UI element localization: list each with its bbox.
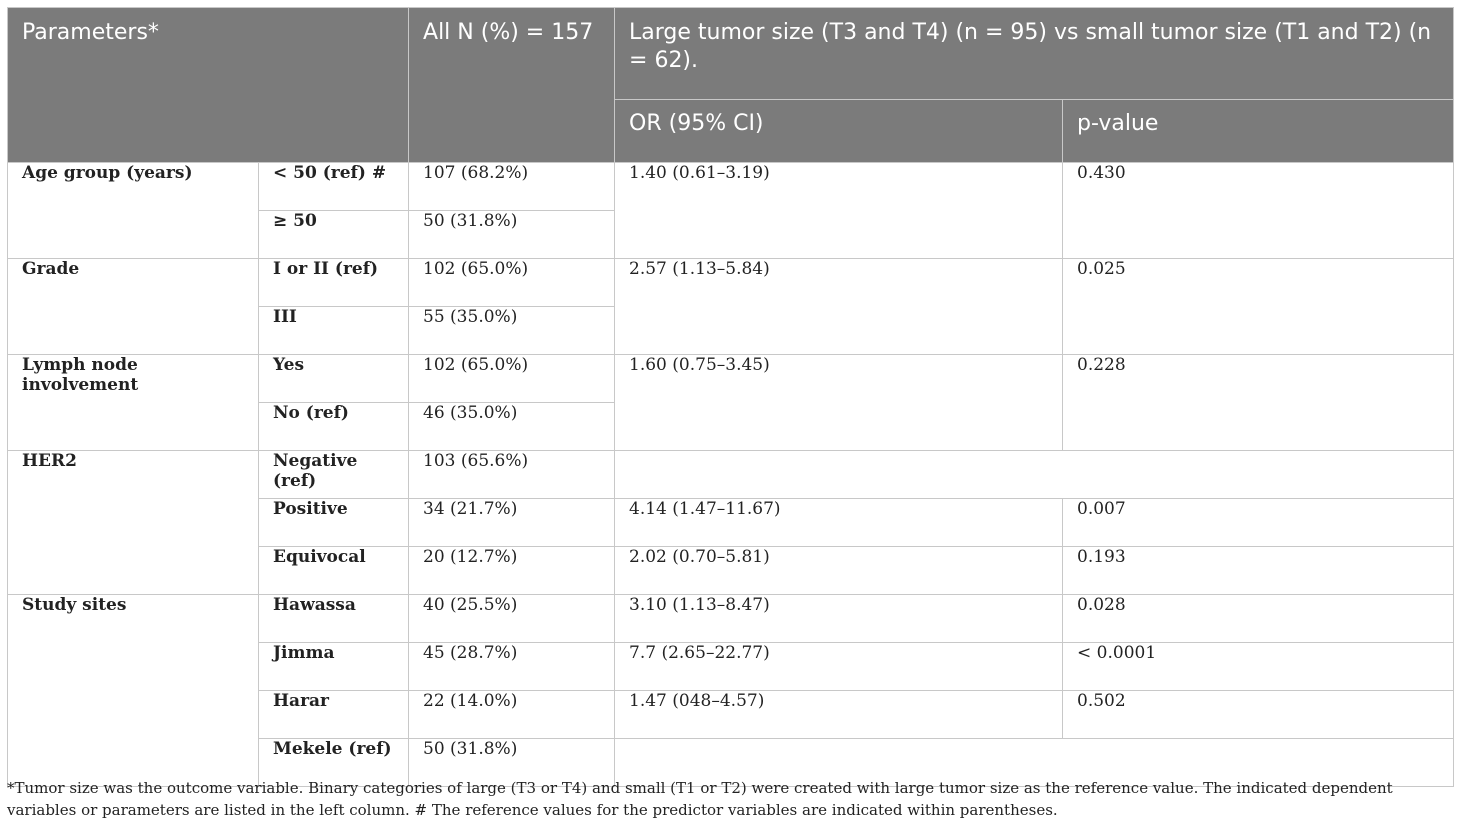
or-cell: 3.10 (1.13–8.47) xyxy=(614,594,1064,643)
or-cell: 1.40 (0.61–3.19) xyxy=(614,162,1064,259)
category-cell: Equivocal xyxy=(257,546,410,595)
category-cell: Negative (ref) xyxy=(257,450,410,499)
category-cell: Jimma xyxy=(257,642,410,691)
table-row: Grade I or II (ref) 102 (65.0%) 2.57 (1.… xyxy=(7,258,1455,355)
p-cell: 0.007 xyxy=(1062,498,1455,547)
header-comparison: Large tumor size (T3 and T4) (n = 95) vs… xyxy=(614,7,1455,100)
n-cell: 102 (65.0%) xyxy=(408,258,616,307)
table-footnote: *Tumor size was the outcome variable. Bi… xyxy=(7,779,1393,819)
or-cell: 2.57 (1.13–5.84) xyxy=(614,258,1064,355)
header-parameters: Parameters* xyxy=(6,7,410,163)
p-cell: 0.028 xyxy=(1062,594,1455,643)
or-cell: 2.02 (0.70–5.81) xyxy=(614,546,1064,595)
p-cell: 0.025 xyxy=(1062,258,1455,355)
n-cell: 102 (65.0%) xyxy=(408,354,616,403)
table-row: Positive 34 (21.7%) 4.14 (1.47–11.67) 0.… xyxy=(8,498,1455,547)
table-row: Age group (years) < 50 (ref) # 107 (68.2… xyxy=(7,162,1455,259)
table-row: Lymph node involvement Yes 102 (65.0%) 1… xyxy=(7,354,1455,451)
category-cell: Yes xyxy=(257,354,410,403)
p-cell: < 0.0001 xyxy=(1062,642,1455,691)
table-row: Harar 22 (14.0%) 1.47 (048–4.57) 0.502 xyxy=(8,690,1455,739)
or-cell: 7.7 (2.65–22.77) xyxy=(614,642,1064,691)
category-cell: Mekele (ref) xyxy=(257,738,410,787)
group-label: Grade xyxy=(7,258,259,355)
table-row: HER2 Negative (ref) 103 (65.6%) xyxy=(7,450,1455,595)
n-cell: 50 (31.8%) xyxy=(408,210,616,259)
group-label: Age group (years) xyxy=(7,162,259,259)
header-or-ci: OR (95% CI) xyxy=(614,99,1064,163)
header-all-n: All N (%) = 157 xyxy=(408,7,616,163)
category-cell: Harar xyxy=(257,690,410,739)
table-row: No (ref) 46 (35.0%) xyxy=(8,402,1454,451)
header-p-value: p-value xyxy=(1062,99,1455,163)
group-label: Lymph node involvement xyxy=(7,354,259,451)
p-cell: 0.430 xyxy=(1062,162,1455,259)
category-cell: Hawassa xyxy=(257,594,410,643)
p-cell: 0.502 xyxy=(1062,690,1455,739)
category-cell: III xyxy=(257,306,410,355)
or-cell: 1.60 (0.75–3.45) xyxy=(614,354,1064,451)
category-cell: No (ref) xyxy=(257,402,410,451)
group-label: Study sites xyxy=(7,594,259,787)
category-cell: I or II (ref) xyxy=(257,258,410,307)
table-row: Equivocal 20 (12.7%) 2.02 (0.70–5.81) 0.… xyxy=(8,546,1455,595)
n-cell: 103 (65.6%) xyxy=(408,450,616,499)
empty-cell xyxy=(614,738,1455,787)
n-cell: 45 (28.7%) xyxy=(408,642,616,691)
table-row: Jimma 45 (28.7%) 7.7 (2.65–22.77) < 0.00… xyxy=(8,642,1455,691)
category-cell: < 50 (ref) # xyxy=(257,162,410,211)
table-row: Mekele (ref) 50 (31.8%) xyxy=(8,738,1455,787)
n-cell: 40 (25.5%) xyxy=(408,594,616,643)
results-table: Parameters* All N (%) = 157 Large tumor … xyxy=(6,7,1455,787)
empty-cell xyxy=(614,450,1455,499)
table-row: ≥ 50 50 (31.8%) xyxy=(8,210,1454,259)
category-cell: ≥ 50 xyxy=(257,210,410,259)
or-cell: 4.14 (1.47–11.67) xyxy=(614,498,1064,547)
group-label: HER2 xyxy=(7,450,259,595)
category-cell: Positive xyxy=(257,498,410,547)
n-cell: 22 (14.0%) xyxy=(408,690,616,739)
n-cell: 34 (21.7%) xyxy=(408,498,616,547)
n-cell: 20 (12.7%) xyxy=(408,546,616,595)
n-cell: 46 (35.0%) xyxy=(408,402,616,451)
p-cell: 0.228 xyxy=(1062,354,1455,451)
or-cell: 1.47 (048–4.57) xyxy=(614,690,1064,739)
table-row: Study sites Hawassa 40 (25.5%) 3.10 (1.1… xyxy=(7,594,1455,787)
n-cell: 55 (35.0%) xyxy=(408,306,616,355)
n-cell: 107 (68.2%) xyxy=(408,162,616,211)
p-cell: 0.193 xyxy=(1062,546,1455,595)
table-row: III 55 (35.0%) xyxy=(8,306,1454,355)
